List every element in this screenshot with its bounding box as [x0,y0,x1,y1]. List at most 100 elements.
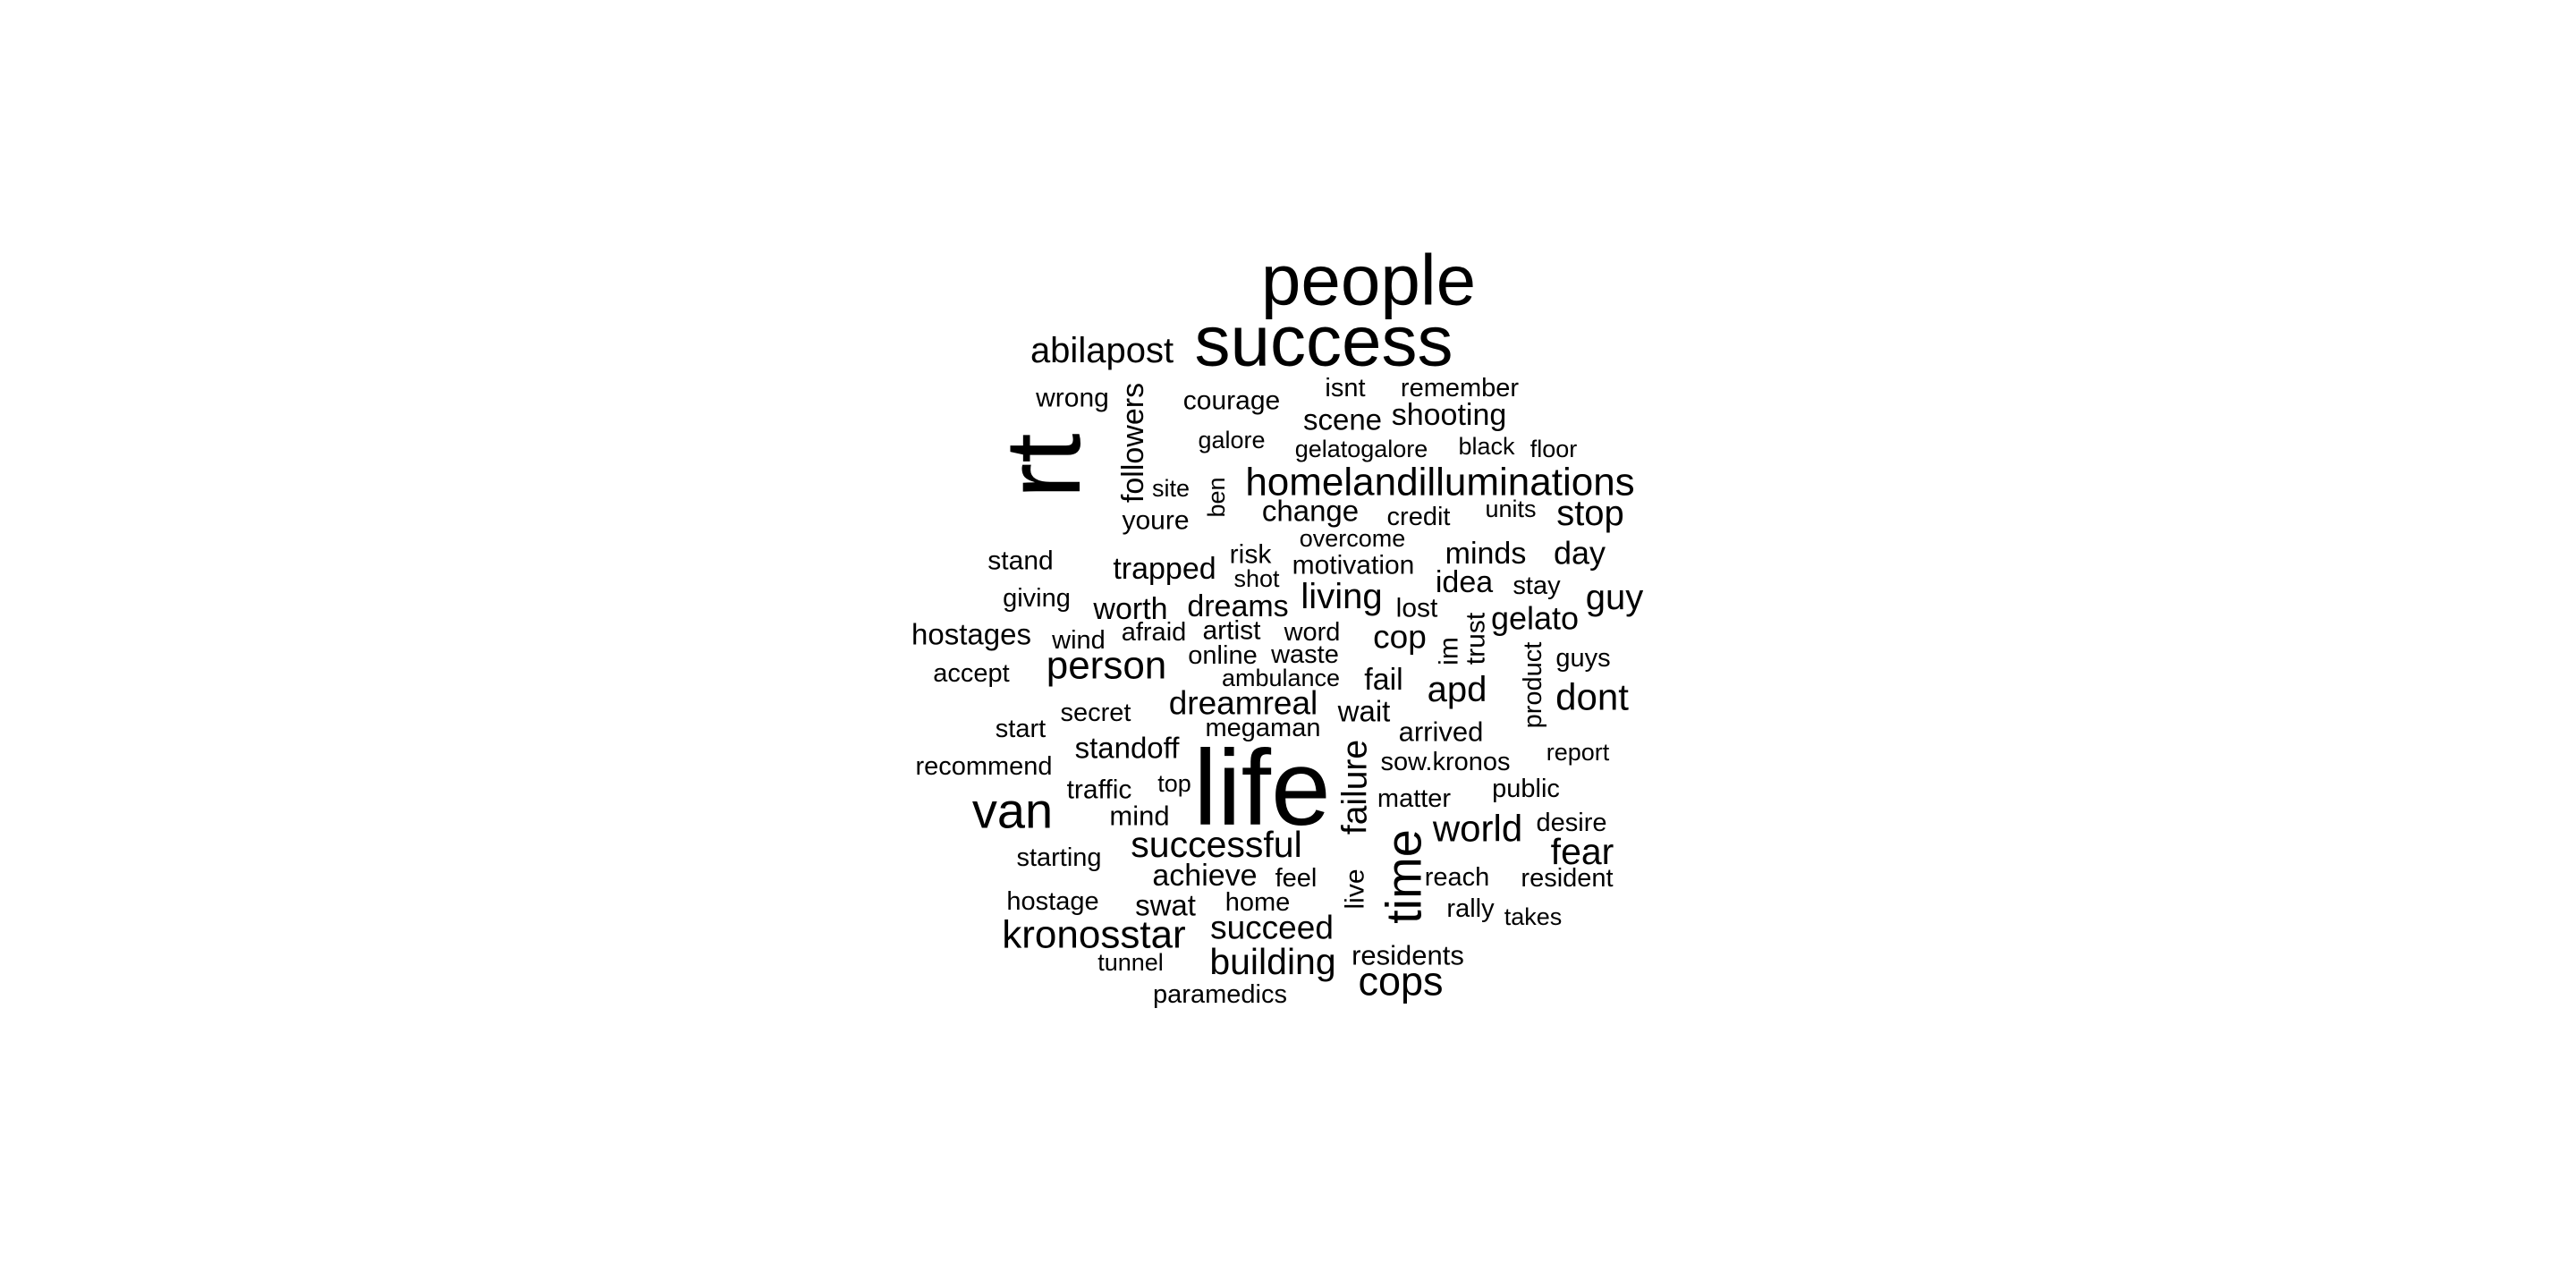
cloud-word-gelatogalore: gelatogalore [1295,436,1428,462]
cloud-word-im: im [1435,637,1464,665]
cloud-word-minds: minds [1445,537,1527,571]
cloud-word-youre: youre [1122,506,1189,536]
cloud-word-gelato: gelato [1491,600,1579,637]
cloud-word-traffic: traffic [1067,775,1132,805]
cloud-word-start: start [996,715,1046,743]
cloud-word-lost: lost [1396,594,1438,623]
cloud-word-desire: desire [1537,809,1607,837]
cloud-word-life: life [1193,728,1330,848]
cloud-word-change: change [1262,495,1359,528]
cloud-word-risk: risk [1230,540,1273,570]
cloud-word-remember: remember [1401,374,1519,402]
cloud-word-wait: wait [1337,695,1391,728]
cloud-word-artist: artist [1202,616,1261,646]
cloud-word-online: online [1188,641,1257,670]
cloud-word-public: public [1492,775,1560,803]
cloud-word-motivation: motivation [1292,551,1415,580]
cloud-word-top: top [1157,770,1191,797]
cloud-word-resident: resident [1521,864,1613,893]
cloud-word-day: day [1554,535,1606,572]
cloud-word-black: black [1458,433,1515,460]
cloud-word-living: living [1301,577,1382,616]
cloud-word-sow-kronos: sow.kronos [1380,748,1510,776]
cloud-word-standoff: standoff [1075,732,1181,765]
cloud-word-stay: stay [1513,572,1561,600]
cloud-word-fear: fear [1551,831,1614,872]
cloud-word-courage: courage [1183,386,1280,416]
cloud-word-arrived: arrived [1399,716,1484,748]
cloud-word-swat: swat [1135,889,1196,922]
cloud-word-wind: wind [1051,626,1106,655]
cloud-word-people: people [1261,241,1476,320]
cloud-word-abilapost: abilapost [1030,331,1174,370]
cloud-word-dont: dont [1555,676,1629,718]
cloud-word-time: time [1376,829,1432,924]
cloud-word-giving: giving [1003,584,1071,613]
cloud-word-home: home [1225,888,1291,917]
cloud-word-accept: accept [933,659,1009,688]
cloud-word-idea: idea [1436,565,1493,599]
cloud-word-failure: failure [1336,740,1375,835]
cloud-word-followers: followers [1116,383,1150,503]
cloud-word-fail: fail [1364,663,1402,697]
cloud-word-tunnel: tunnel [1097,949,1164,976]
cloud-word-residents: residents [1352,940,1464,971]
cloud-word-shooting: shooting [1392,398,1507,432]
cloud-word-feel: feel [1275,864,1318,893]
cloud-word-live: live [1341,869,1370,909]
cloud-word-recommend: recommend [915,752,1052,781]
cloud-word-matter: matter [1377,784,1452,813]
cloud-word-waste: waste [1270,640,1339,669]
cloud-word-hostages: hostages [911,618,1031,651]
cloud-word-galore: galore [1198,427,1265,453]
cloud-word-stop: stop [1556,494,1624,533]
cloud-word-units: units [1485,496,1536,522]
cloud-word-ambulance: ambulance [1222,665,1340,691]
cloud-word-credit: credit [1387,503,1451,531]
cloud-word-world: world [1432,808,1522,850]
cloud-word-dreams: dreams [1187,589,1288,623]
cloud-word-successful: successful [1131,824,1301,865]
cloud-word-overcome: overcome [1300,525,1406,552]
cloud-word-guys: guys [1555,644,1610,673]
cloud-word-ben: ben [1203,477,1230,517]
cloud-word-secret: secret [1061,699,1131,727]
cloud-word-kronosstar: kronosstar [1002,913,1185,957]
cloud-word-takes: takes [1504,903,1563,930]
cloud-word-site: site [1152,475,1190,502]
cloud-word-homelandilluminations: homelandilluminations [1245,461,1634,504]
cloud-word-worth: worth [1092,592,1167,626]
cloud-word-building: building [1209,941,1335,982]
cloud-word-person: person [1046,644,1167,688]
cloud-word-cop: cop [1373,619,1427,656]
cloud-word-trapped: trapped [1113,552,1216,586]
cloud-word-floor: floor [1530,436,1578,462]
cloud-word-rt: rt [983,433,1103,498]
cloud-word-afraid: afraid [1122,618,1187,647]
cloud-word-word: word [1284,618,1341,647]
cloud-word-guy: guy [1586,578,1644,617]
cloud-word-report: report [1546,739,1610,766]
cloud-word-starting: starting [1016,843,1101,872]
cloud-word-cops: cops [1358,959,1443,1004]
cloud-word-achieve: achieve [1152,859,1257,893]
cloud-word-product: product [1519,642,1547,729]
cloud-word-dreamreal: dreamreal [1169,685,1318,722]
cloud-word-stand: stand [987,547,1053,576]
cloud-word-success: success [1195,301,1453,381]
cloud-word-van: van [972,783,1053,839]
cloud-word-paramedics: paramedics [1153,980,1287,1009]
cloud-word-shot: shot [1233,565,1280,592]
cloud-word-wrong: wrong [1035,384,1109,413]
cloud-word-succeed: succeed [1210,910,1334,946]
cloud-word-hostage: hostage [1006,887,1098,916]
cloud-word-apd: apd [1428,670,1487,709]
cloud-word-scene: scene [1303,403,1382,436]
cloud-word-rally: rally [1446,894,1495,923]
cloud-word-mind: mind [1109,801,1169,832]
cloud-word-isnt: isnt [1325,374,1365,402]
cloud-word-megaman: megaman [1206,714,1321,742]
cloud-word-reach: reach [1425,863,1490,892]
cloud-word-trust: trust [1462,612,1491,665]
